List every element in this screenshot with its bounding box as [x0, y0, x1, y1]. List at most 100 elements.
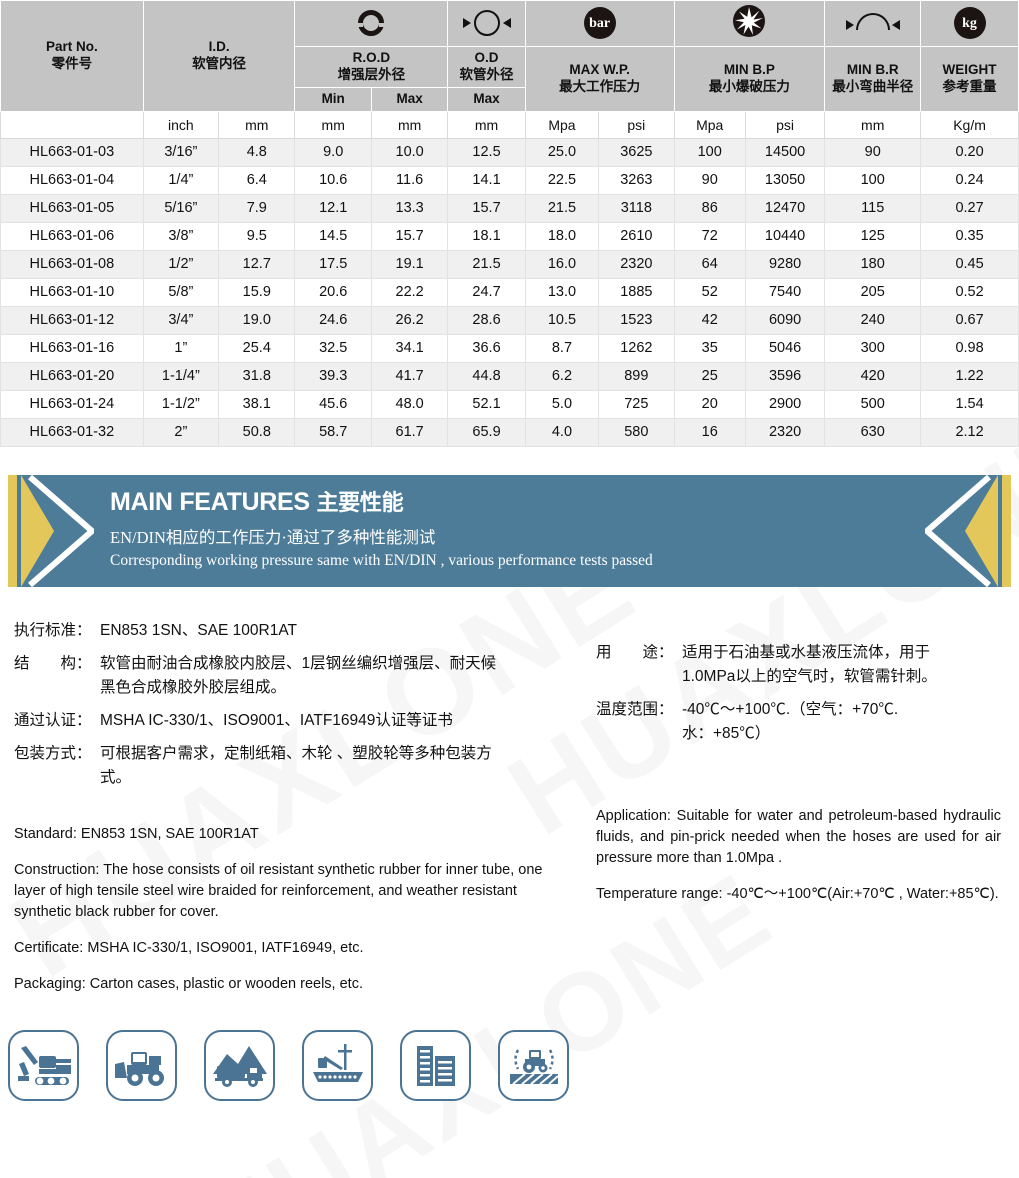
- table-cell: 48.0: [370, 389, 449, 419]
- spec-application-line1-cn: 适用于石油基或水基液压流体，用于: [682, 643, 931, 661]
- wheel-loader-icon: [106, 1029, 177, 1101]
- table-cell: 16.0: [524, 249, 600, 279]
- header-id-en: I.D.: [208, 38, 230, 54]
- table-cell: 240: [824, 305, 922, 335]
- table-row: HL663-01-04 1/4” 6.4 10.6 11.6 14.1 22.5 3263 90…: [0, 165, 1019, 195]
- specs-english-block: Standard: EN853 1SN, SAE 100R1AT Constru…: [14, 824, 574, 995]
- table-cell: 86: [673, 193, 746, 223]
- main-features-banner: MAIN FEATURES 主要性能 EN/DIN相应的工作压力·通过了多种性能…: [0, 474, 1019, 587]
- table-cell: 5/8”: [142, 277, 220, 307]
- table-cell: 630: [824, 417, 922, 447]
- hose-specification-table: Part No. 零件号 I.D. 软管内径 bar: [0, 0, 1019, 447]
- unit-cell: mm: [370, 110, 449, 139]
- table-cell: 34.1: [370, 333, 449, 363]
- table-cell: 10440: [744, 221, 826, 251]
- table-cell: 12.7: [218, 249, 296, 279]
- cell-part-no: HL663-01-04: [0, 165, 144, 195]
- table-cell: 1-1/2”: [142, 389, 220, 419]
- cell-part-no: HL663-01-08: [0, 249, 144, 279]
- spec-packaging-en: Packaging: Carton cases, plastic or wood…: [14, 975, 363, 992]
- table-cell: 18.1: [447, 221, 526, 251]
- table-cell: 9.5: [218, 221, 296, 251]
- table-cell: 19.1: [370, 249, 449, 279]
- table-row: HL663-01-20 1-1/4” 31.8 39.3 41.7 44.8 6.2 899 2…: [0, 361, 1019, 391]
- table-cell: 3118: [598, 193, 675, 223]
- header-rod-max: Max: [370, 86, 449, 112]
- table-cell: 5.0: [524, 389, 600, 419]
- table-cell: 8.7: [524, 333, 600, 363]
- unit-cell: Mpa: [524, 110, 600, 139]
- table-row: HL663-01-08 1/2” 12.7 17.5 19.1 21.5 16.0 2320 6…: [0, 249, 1019, 279]
- banner-gold-accent-left: [8, 474, 54, 587]
- table-cell: 725: [598, 389, 675, 419]
- header-rod-cn: 增强层外径: [337, 66, 406, 82]
- table-cell: 2.12: [920, 417, 1019, 447]
- header-weight: WEIGHT 参考重量: [920, 45, 1019, 112]
- table-cell: 3/8”: [142, 221, 220, 251]
- bend-radius-arc-icon: [824, 0, 922, 47]
- header-od-max: Max: [447, 86, 526, 112]
- table-cell: 25: [673, 361, 746, 391]
- table-cell: 0.67: [920, 305, 1019, 335]
- spec-construction-cn: 结 构： 软管由耐油合成橡胶内胶层、1层钢丝编织增强层、耐天候 黑色合成橡胶外胶…: [14, 652, 574, 700]
- header-od: O.D 软管外径: [447, 45, 526, 88]
- table-cell: 0.27: [920, 193, 1019, 223]
- table-cell: 90: [824, 137, 922, 167]
- cell-part-no: HL663-01-24: [0, 389, 144, 419]
- table-cell: 20.6: [294, 277, 372, 307]
- table-cell: 21.5: [447, 249, 526, 279]
- table-cell: 1885: [598, 277, 675, 307]
- table-cell: 65.9: [447, 417, 526, 447]
- spec-standard-en: Standard: EN853 1SN, SAE 100R1AT: [14, 825, 259, 842]
- table-cell: 0.35: [920, 221, 1019, 251]
- cell-part-no: HL663-01-20: [0, 361, 144, 391]
- header-rod-en: R.O.D: [352, 49, 391, 65]
- table-cell: 50.8: [218, 417, 296, 447]
- table-cell: 24.7: [447, 277, 526, 307]
- table-cell: 15.7: [370, 221, 449, 251]
- unit-cell: psi: [744, 110, 826, 139]
- spec-packaging-label-cn: 包装方式：: [14, 744, 92, 762]
- banner-title-cn: 主要性能: [316, 489, 404, 515]
- banner-chevron-left-icon: [28, 474, 94, 587]
- cell-part-no: HL663-01-06: [0, 221, 144, 251]
- table-row: HL663-01-12 3/4” 19.0 24.6 26.2 28.6 10.5 1523 4…: [0, 305, 1019, 335]
- header-min-bp: MIN B.P 最小爆破压力: [673, 45, 826, 112]
- table-cell: 115: [824, 193, 922, 223]
- cell-part-no: HL663-01-32: [0, 417, 144, 447]
- table-cell: 180: [824, 249, 922, 279]
- banner-title-en: MAIN FEATURES: [110, 487, 310, 516]
- table-cell: 2610: [598, 221, 675, 251]
- table-cell: 580: [598, 417, 675, 447]
- spec-construction-value-cn: 软管由耐油合成橡胶内胶层、1层钢丝编织增强层、耐天候 黑色合成橡胶外胶层组成。: [100, 652, 574, 700]
- header-rod: R.O.D 增强层外径: [294, 45, 449, 88]
- header-max-wp: MAX W.P. 最大工作压力: [524, 45, 675, 112]
- spec-temperature-line1-cn: -40℃～+100℃.（空气：+70℃.: [682, 700, 899, 718]
- table-cell: 0.45: [920, 249, 1019, 279]
- spec-packaging-value-cn: 可根据客户需求，定制纸箱、木轮 、塑胶轮等多种包装方 式。: [100, 742, 574, 790]
- table-cell: 1-1/4”: [142, 361, 220, 391]
- header-min-bp-en: MIN B.P: [723, 61, 775, 77]
- ship-icon: [302, 1029, 373, 1101]
- bar-pressure-icon: bar: [524, 0, 675, 47]
- spec-packaging-cn: 包装方式： 可根据客户需求，定制纸箱、木轮 、塑胶轮等多种包装方 式。: [14, 742, 574, 790]
- table-cell: 9280: [744, 249, 826, 279]
- table-cell: 205: [824, 277, 922, 307]
- header-min-bp-cn: 最小爆破压力: [708, 78, 790, 94]
- spec-packaging-line2-cn: 式。: [100, 768, 132, 786]
- spec-construction-label-cn: 结 构：: [14, 654, 92, 672]
- spec-application-label-cn: 用 途：: [596, 643, 674, 661]
- header-min-br-cn: 最小弯曲半径: [832, 78, 914, 94]
- table-cell: 28.6: [447, 305, 526, 335]
- table-cell: 13050: [744, 165, 826, 195]
- table-cell: 125: [824, 221, 922, 251]
- table-cell: 26.2: [370, 305, 449, 335]
- table-cell: 14500: [744, 137, 826, 167]
- spec-certificate-label-cn: 通过认证：: [14, 711, 92, 729]
- table-cell: 5/16”: [142, 193, 220, 223]
- table-row: HL663-01-32 2” 50.8 58.7 61.7 65.9 4.0 580 16 232…: [0, 417, 1019, 447]
- unit-cell: Kg/m: [920, 110, 1019, 139]
- table-cell: 72: [673, 221, 746, 251]
- table-cell: 16: [673, 417, 746, 447]
- header-weight-en: WEIGHT: [942, 61, 997, 77]
